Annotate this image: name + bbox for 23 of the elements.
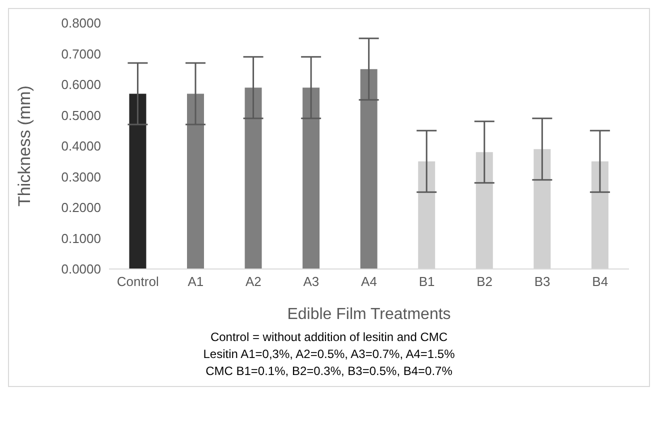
y-tick-label: 0.3000 [61,169,101,184]
x-tick-label: A4 [361,274,377,290]
x-tick-label: B1 [418,274,435,290]
text: CMC B1=0.1%, B2=0.3%, B3=0.5%, B4=0.7% [204,363,454,380]
y-tick-label: 0.5000 [61,108,101,123]
x-tick-label: Control [116,274,159,290]
x-tick-label: B3 [534,274,550,290]
x-tick-label: B4 [592,274,608,290]
text: Control = without addition of lesitin and CMC [209,329,449,346]
y-axis-title: Thickness (mm) [15,86,34,206]
y-tick-label: 0.0000 [61,262,101,277]
x-tick-label: A1 [188,274,204,290]
y-tick-label: 0.1000 [61,230,101,246]
x-tick-label: A3 [303,274,320,290]
y-tick-label: 0.6000 [61,77,101,92]
x-tick-label: B2 [476,274,493,290]
y-tick-label: 0.7000 [61,46,101,62]
y-tick-label: 0.8000 [61,16,101,31]
x-tick-label: A2 [245,274,262,290]
text: Lesitin A1=0,3%, A2=0.5%, A3=0.7%, A4=1.5% [202,346,456,363]
y-tick-label: 0.4000 [61,138,101,154]
y-tick-label: 0.2000 [61,200,101,216]
x-axis-title: Edible Film Treatments [287,306,451,323]
